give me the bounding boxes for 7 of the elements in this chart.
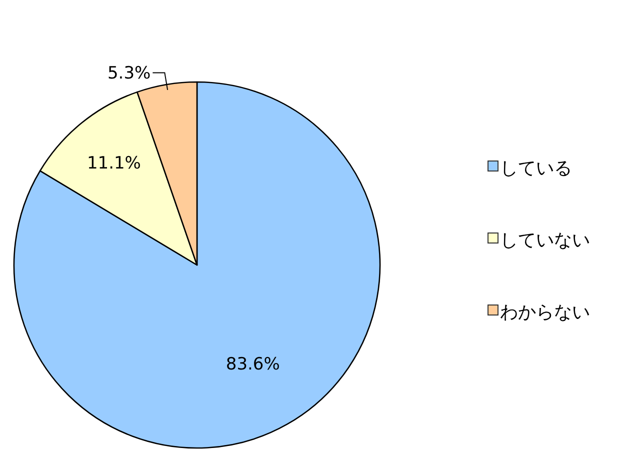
data-label: 11.1% <box>86 154 141 174</box>
data-label: 83.6% <box>226 354 280 375</box>
legend-label: している <box>500 158 572 179</box>
data-label: 5.3% <box>107 64 151 84</box>
legend-label: わからない <box>500 302 590 323</box>
legend-label: していない <box>500 230 590 251</box>
pie-slice <box>13 81 381 448</box>
